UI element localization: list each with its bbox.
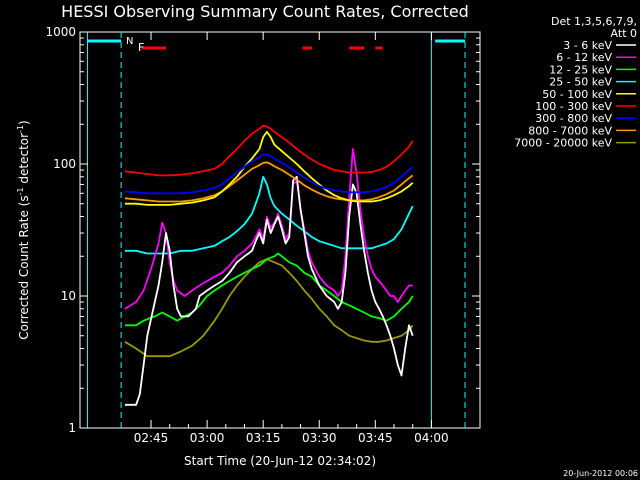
legend-label: 300 - 800 keV: [535, 112, 612, 125]
legend-label: 100 - 300 keV: [535, 100, 612, 113]
series-line-5: [124, 124, 414, 177]
x-tick-label: 03:30: [302, 431, 337, 445]
x-tick-label: 02:45: [134, 431, 169, 445]
legend-label: 3 - 6 keV: [563, 39, 612, 52]
chart-title: HESSI Observing Summary Count Rates, Cor…: [61, 2, 469, 21]
series-line-3: [124, 175, 414, 255]
footer-date: 20-Jun-2012 00:06: [563, 469, 638, 478]
legend-label: 12 - 25 keV: [549, 63, 612, 76]
x-tick-label: 03:45: [358, 431, 393, 445]
series-line-2: [124, 252, 414, 327]
y-tick-label: 10: [61, 289, 76, 303]
x-axis: 02:45 03:00 03:15 03:30 03:45 04:00: [134, 32, 449, 445]
legend-label: 25 - 50 keV: [549, 76, 612, 89]
series-layer: [124, 124, 414, 406]
x-tick-label: 03:00: [190, 431, 225, 445]
legend-label: 50 - 100 keV: [542, 88, 612, 101]
legend-label: 7000 - 20000 keV: [514, 137, 612, 150]
plot-area: [79, 31, 481, 429]
series-line-7: [124, 161, 414, 203]
legend-label: 6 - 12 keV: [556, 51, 612, 64]
y-tick-label: 100: [53, 157, 76, 171]
legend-header-1: Det 1,3,5,6,7,9,: [551, 15, 637, 28]
y-tick-label: 1000: [45, 25, 76, 39]
flag-n-label: N: [126, 36, 133, 47]
x-axis-title: Start Time (20-Jun-12 02:34:02): [184, 454, 376, 468]
legend-header-2: Att 0: [611, 27, 637, 40]
series-line-8: [124, 258, 414, 358]
x-tick-label: 04:00: [414, 431, 449, 445]
y-axis-title: Corrected Count Rate (s-1 detector-1): [16, 120, 31, 339]
x-tick-label: 03:15: [246, 431, 281, 445]
flag-f-label: F: [138, 41, 144, 54]
y-axis: 1 10 100 1000: [45, 25, 480, 435]
series-line-4: [124, 130, 414, 206]
legend-label: 800 - 7000 keV: [528, 124, 612, 137]
observing-markers: [86, 32, 466, 428]
y-tick-label: 1: [68, 421, 76, 435]
series-line-0: [124, 175, 414, 406]
series-line-6: [124, 153, 414, 195]
